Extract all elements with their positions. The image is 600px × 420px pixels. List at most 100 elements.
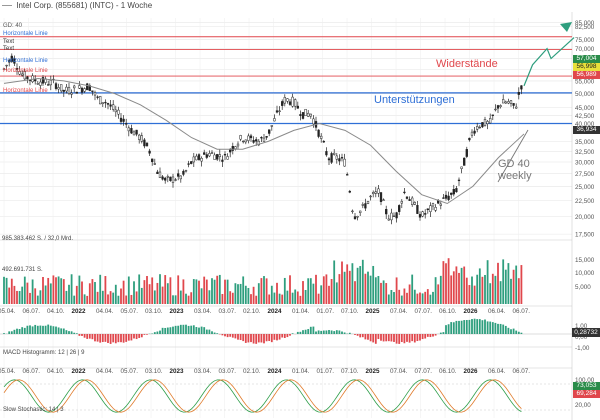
candle-body [190, 161, 193, 164]
candle-body [169, 176, 172, 181]
volume-bar [387, 294, 390, 304]
macd-bar [315, 331, 317, 334]
candle-body [429, 205, 432, 212]
candle-body [138, 134, 141, 140]
candle-body [36, 83, 39, 85]
volume-bar [109, 291, 112, 304]
macd-bar [312, 326, 315, 334]
volume-bar [252, 286, 255, 304]
candle-body [281, 101, 284, 106]
volume-bar [104, 276, 107, 304]
candle-body [221, 159, 224, 162]
volume-bar [476, 274, 479, 304]
candle-body [275, 110, 279, 113]
volume-bar [73, 295, 76, 304]
volume-bar [34, 288, 37, 304]
macd-bar [104, 334, 107, 342]
macd-bar [283, 334, 286, 338]
volume-bar [520, 265, 523, 304]
projection-line [523, 37, 575, 87]
macd-bar [23, 327, 26, 334]
volume-bar [213, 279, 216, 304]
volume-bar [143, 280, 146, 304]
volume-bar [52, 275, 55, 304]
macd-bar [140, 334, 143, 338]
volume-bar [276, 282, 278, 304]
volume-bar [42, 276, 44, 304]
macd-bar [239, 334, 242, 341]
volume-bar [218, 274, 221, 304]
macd-bar [302, 330, 304, 334]
candle-body [491, 114, 494, 116]
candle-body [2, 68, 6, 70]
volume-bar [270, 285, 273, 304]
candle-body [247, 135, 250, 141]
candle-body [57, 87, 60, 90]
candle-body [197, 154, 201, 160]
volume-bar [408, 284, 411, 304]
time-axis-label: 07.10. [341, 368, 359, 375]
candle-body [387, 218, 390, 221]
macd-bar [70, 331, 73, 334]
volume-bar [400, 295, 403, 304]
time-axis-label: 05.07. [121, 368, 139, 375]
macd-bar [426, 334, 429, 337]
candle-body [382, 199, 385, 201]
macd-bar [520, 332, 523, 334]
candle-body [476, 126, 479, 130]
time-axis-label: 05.07. [121, 308, 139, 315]
volume-bar [177, 275, 180, 304]
volume-bar [341, 261, 343, 304]
volume-bar [81, 281, 83, 304]
volume-bar [356, 267, 359, 304]
macd-bar [161, 327, 164, 334]
candle-body [392, 215, 396, 217]
volume-bar [273, 292, 276, 304]
volume-bar [36, 295, 39, 304]
volume-bar [367, 271, 369, 304]
macd-bar [497, 323, 499, 334]
volume-bar [468, 285, 471, 304]
volume-bar [333, 260, 336, 304]
candle-body [203, 152, 206, 155]
candle-body [70, 92, 73, 95]
time-axis-label: 06.10. [439, 308, 457, 315]
candle-body [62, 89, 65, 92]
macd-bar [182, 324, 185, 334]
volume-bar [361, 259, 364, 304]
candle-body [223, 153, 227, 156]
volume-tick-label: 5,000 [575, 284, 591, 291]
candle-body [195, 155, 198, 161]
volume-bar [122, 280, 125, 304]
candle-body [320, 135, 323, 139]
candle-body [218, 154, 221, 158]
macd-bar [26, 325, 29, 334]
macd-bar [395, 334, 398, 344]
volume-bar [447, 258, 450, 304]
candle-body [112, 104, 115, 110]
volume-bar [382, 280, 385, 304]
volume-bar [125, 295, 128, 304]
macd-bar [510, 329, 512, 334]
macd-bar [252, 334, 255, 344]
candle-body [10, 55, 13, 62]
macd-bar [122, 334, 125, 343]
candle-body [369, 195, 372, 198]
macd-bar [101, 334, 104, 343]
macd-bar [390, 334, 393, 342]
macd-bar [421, 334, 424, 340]
volume-bar [65, 290, 68, 304]
macd-bar [408, 334, 411, 343]
macd-bar [424, 334, 427, 339]
candle-body [231, 146, 234, 151]
candle-body [486, 121, 489, 124]
volume-bar [231, 292, 234, 304]
volume-bar [481, 276, 484, 304]
left-label-stack: Horizontale Linie Text Text Horizontale Lin… [3, 31, 48, 95]
candle-body [182, 170, 185, 175]
candle-body [65, 86, 68, 92]
candle-body [208, 153, 211, 157]
macd-bar [359, 334, 362, 338]
price-badge: 56,998 [573, 63, 600, 71]
